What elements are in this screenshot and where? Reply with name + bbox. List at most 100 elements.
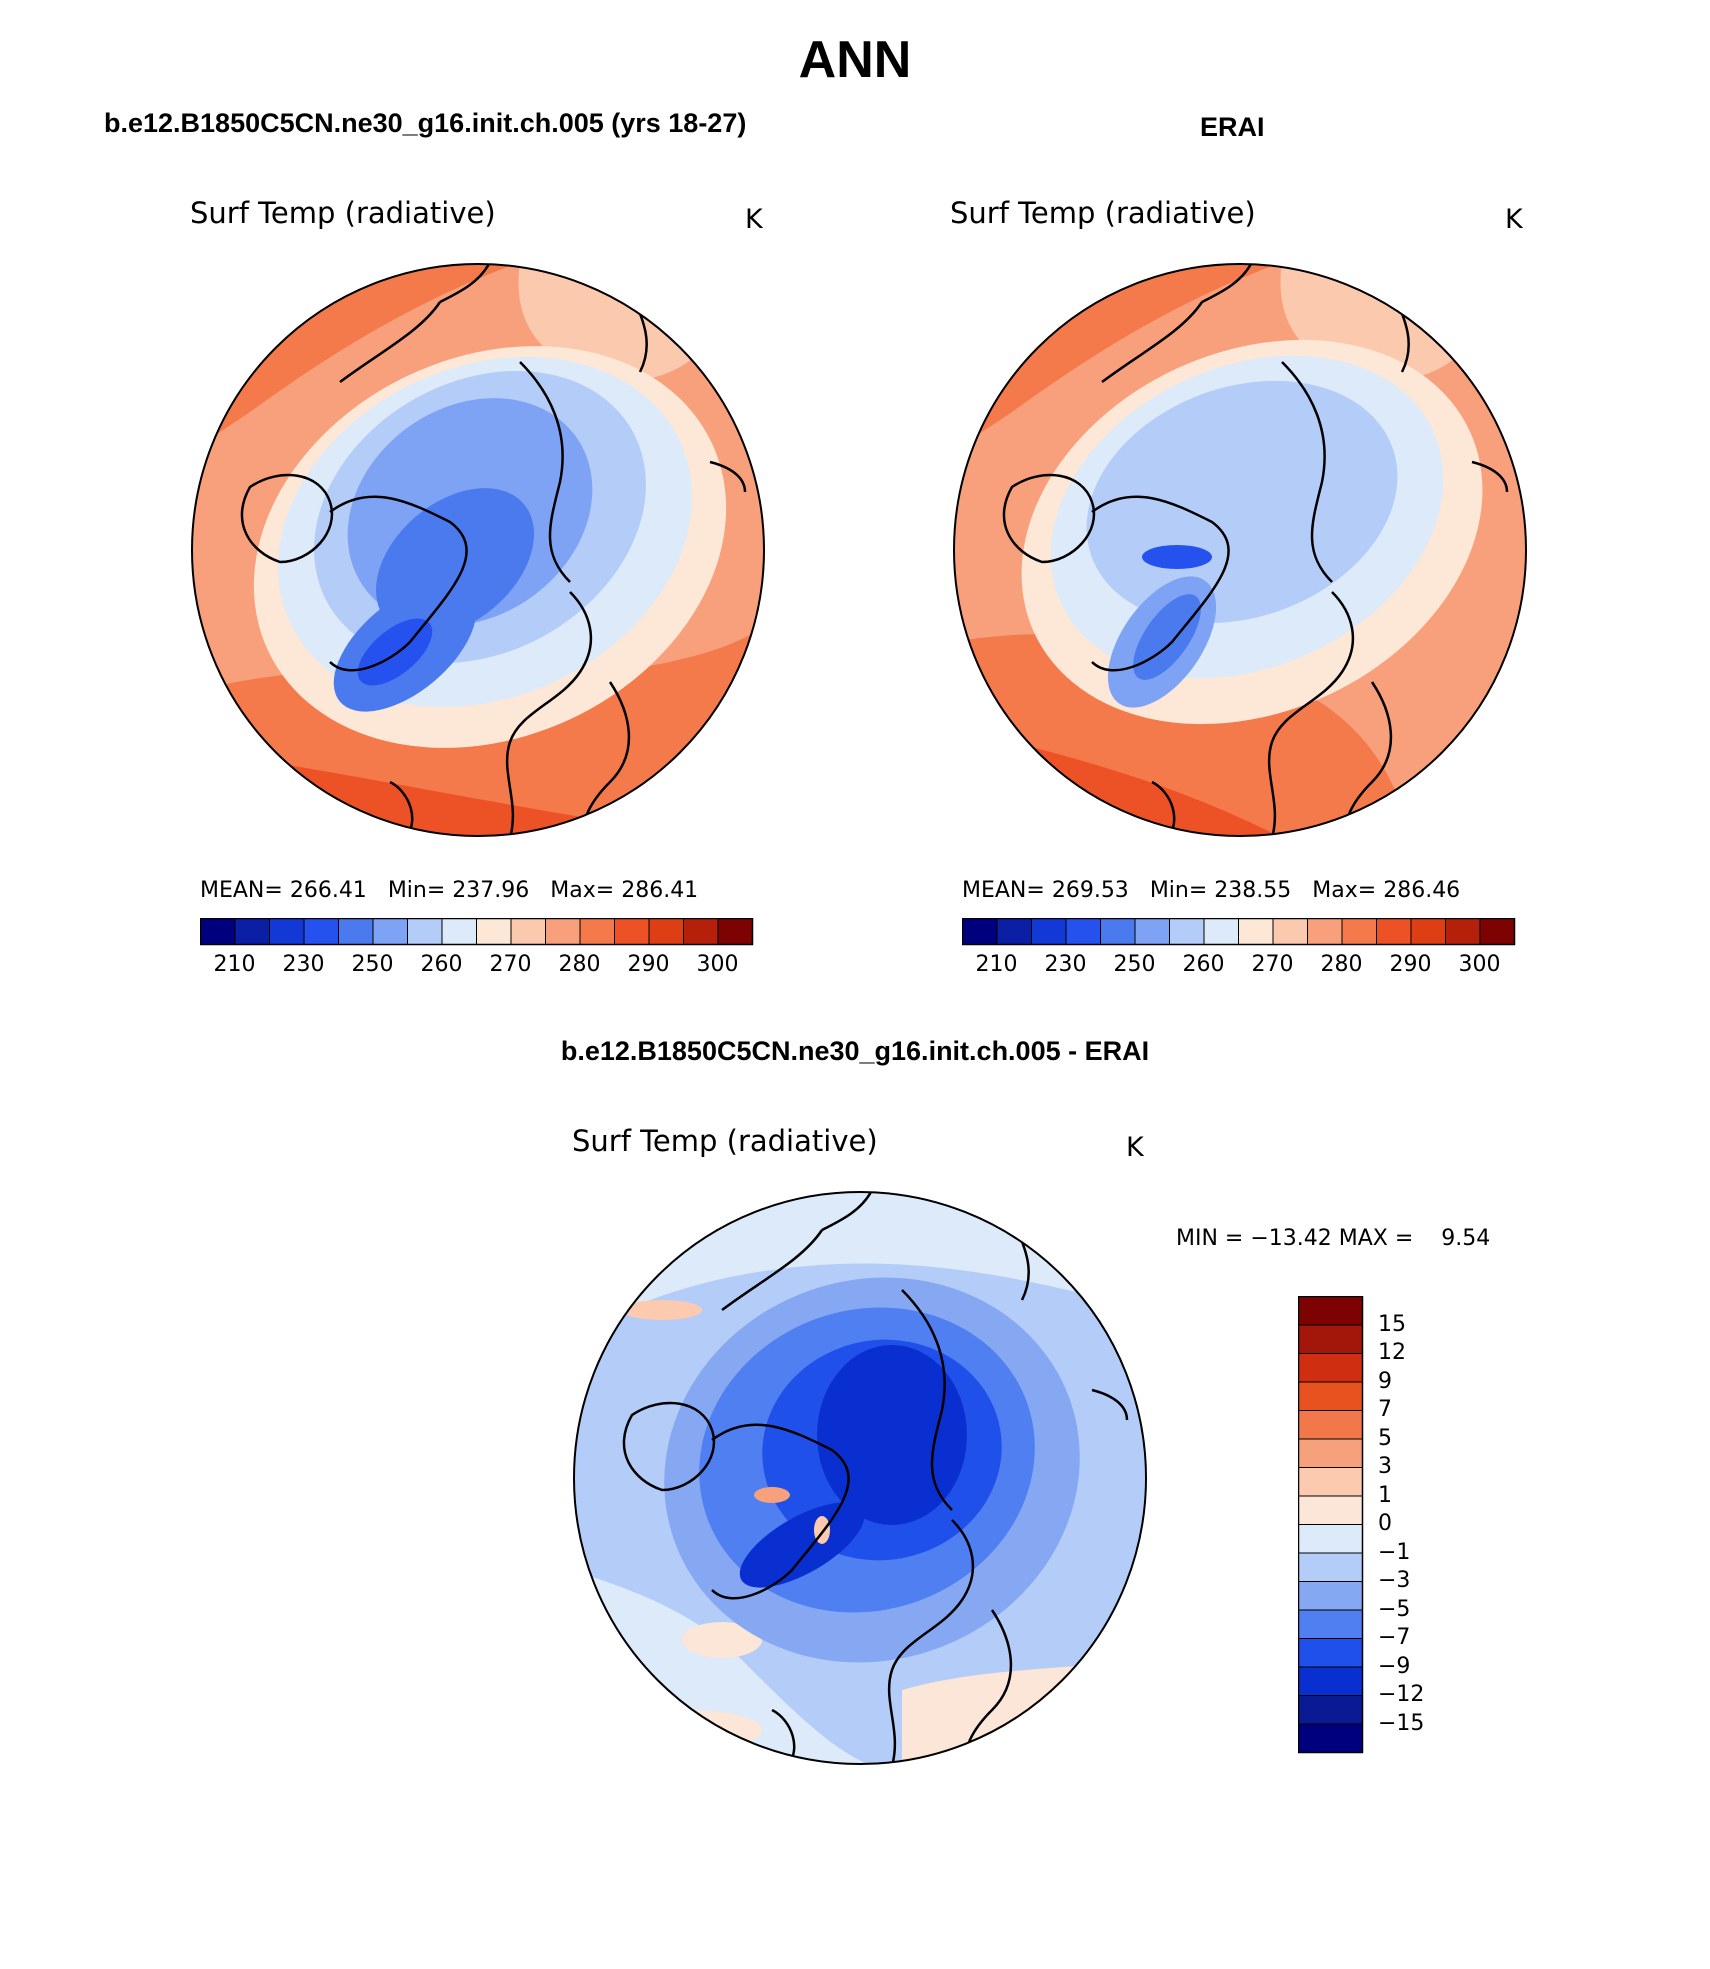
colorbar-tick-label: 250	[1113, 952, 1156, 977]
colorbar-box	[1298, 1381, 1363, 1411]
colorbar-tick-label: 1	[1378, 1482, 1392, 1508]
panel1-colorbar	[200, 918, 754, 946]
colorbar-box	[1298, 1638, 1363, 1668]
panel3-polar-map	[573, 1191, 1147, 1765]
colorbar-tick-label: 9	[1378, 1368, 1392, 1394]
panel3-variable-title: Surf Temp (radiative)	[572, 1124, 878, 1158]
panel3-units: K	[1126, 1132, 1144, 1163]
panel1-units: K	[745, 204, 763, 235]
colorbar-box	[338, 918, 374, 945]
colorbar-tick-label: 0	[1378, 1511, 1392, 1536]
colorbar-tick-label: 300	[696, 952, 739, 977]
panel2-case-title: ERAI	[1200, 112, 1265, 142]
panel2-stats: MEAN= 269.53 Min= 238.55 Max= 286.46	[962, 878, 1460, 903]
colorbar-tick-label: 300	[1458, 952, 1501, 977]
colorbar-box	[1272, 918, 1308, 945]
colorbar-box	[407, 918, 443, 945]
colorbar-tick-label: 230	[282, 952, 325, 977]
panel3-case-title: b.e12.B1850C5CN.ne30_g16.init.ch.005 - E…	[560, 1036, 1150, 1066]
panel3-minmax: MIN = −13.42 MAX = 9.54	[1176, 1226, 1491, 1251]
colorbar-box	[683, 918, 719, 945]
panel2-colorbar-labels: 210 230 250 260 270 280 290 300	[962, 952, 1522, 982]
colorbar-box	[372, 918, 408, 945]
colorbar-box	[1298, 1495, 1363, 1525]
panel3-colorbar	[1298, 1296, 1364, 1754]
panel1-variable-title: Surf Temp (radiative)	[190, 196, 496, 230]
colorbar-box	[1031, 918, 1067, 945]
colorbar-tick-label: 290	[1389, 952, 1432, 977]
colorbar-box	[1298, 1666, 1363, 1696]
colorbar-box	[1298, 1552, 1363, 1582]
colorbar-box	[579, 918, 615, 945]
colorbar-box	[1134, 918, 1170, 945]
colorbar-box	[1238, 918, 1274, 945]
colorbar-tick-label: −5	[1378, 1596, 1411, 1622]
colorbar-box	[1065, 918, 1101, 945]
colorbar-box	[476, 918, 512, 945]
colorbar-tick-label: 15	[1378, 1311, 1406, 1337]
panel1-max-value: 286.41	[621, 878, 699, 903]
panel2-max-value: 286.46	[1383, 878, 1461, 903]
colorbar-box	[648, 918, 684, 945]
colorbar-tick-label: 260	[1182, 952, 1225, 977]
colorbar-tick-label: −12	[1378, 1682, 1425, 1707]
colorbar-box	[234, 918, 270, 945]
colorbar-tick-label: −3	[1378, 1568, 1411, 1593]
panel1-stats: MEAN= 266.41 Min= 237.96 Max= 286.41	[200, 878, 698, 903]
colorbar-tick-label: 210	[975, 952, 1018, 977]
colorbar-tick-label: 230	[1044, 952, 1087, 977]
panel1-min-value: 237.96	[452, 878, 530, 903]
colorbar-tick-label: 210	[213, 952, 256, 977]
panel1-max-label: Max=	[550, 878, 615, 903]
colorbar-tick-label: 290	[627, 952, 670, 977]
colorbar-box	[1298, 1438, 1363, 1468]
colorbar-tick-label: 5	[1378, 1425, 1392, 1451]
colorbar-tick-label: 260	[420, 952, 463, 977]
panel1-polar-map	[191, 263, 765, 837]
panel1-mean-value: 266.41	[289, 878, 367, 903]
panel2-units: K	[1505, 204, 1523, 235]
colorbar-box	[510, 918, 546, 945]
colorbar-tick-label: −1	[1378, 1539, 1411, 1565]
colorbar-box	[614, 918, 650, 945]
panel2-colorbar	[962, 918, 1516, 946]
panel2-min-label: Min=	[1149, 878, 1208, 903]
colorbar-box	[1298, 1296, 1363, 1326]
colorbar-box	[1100, 918, 1136, 945]
colorbar-box	[1341, 918, 1377, 945]
panel1-colorbar-labels: 210 230 250 260 270 280 290 300	[200, 952, 760, 982]
colorbar-tick-label: 270	[489, 952, 532, 977]
panel2-colorbar-boxes	[962, 918, 1515, 945]
panel2-variable-title: Surf Temp (radiative)	[950, 196, 1256, 230]
colorbar-tick-label: 3	[1378, 1454, 1392, 1479]
panel2-max-label: Max=	[1312, 878, 1377, 903]
colorbar-box	[1298, 1609, 1363, 1639]
colorbar-tick-label: 12	[1378, 1340, 1406, 1365]
colorbar-box	[1307, 918, 1343, 945]
colorbar-box	[1410, 918, 1446, 945]
colorbar-box	[1298, 1581, 1363, 1611]
colorbar-box	[303, 918, 339, 945]
panel2-mean-value: 269.53	[1051, 878, 1129, 903]
panel1-min-label: Min=	[387, 878, 446, 903]
colorbar-box	[1298, 1324, 1363, 1354]
colorbar-tick-label: −15	[1378, 1710, 1425, 1736]
panel1-colorbar-boxes	[200, 918, 753, 945]
colorbar-box	[1445, 918, 1481, 945]
colorbar-box	[1298, 1410, 1363, 1440]
panel2-polar-map	[953, 263, 1527, 837]
colorbar-box	[1169, 918, 1205, 945]
panel1-mean-label: MEAN=	[200, 878, 283, 903]
colorbar-box	[1203, 918, 1239, 945]
colorbar-box	[1376, 918, 1412, 945]
panel1-case-title: b.e12.B1850C5CN.ne30_g16.init.ch.005 (yr…	[104, 108, 747, 138]
colorbar-tick-label: 280	[558, 952, 601, 977]
colorbar-box	[1298, 1723, 1363, 1753]
panel3-colorbar-labels: 15 12 9 7 5 3 1 0 −1 −3 −5 −7 −9 −12 −15	[1378, 1296, 1458, 1766]
panel3-colorbar-boxes	[1298, 1296, 1363, 1753]
main-title: ANN	[798, 31, 912, 89]
colorbar-box	[962, 918, 998, 945]
panel2-mean-label: MEAN=	[962, 878, 1045, 903]
colorbar-box	[200, 918, 236, 945]
colorbar-box	[717, 918, 753, 945]
